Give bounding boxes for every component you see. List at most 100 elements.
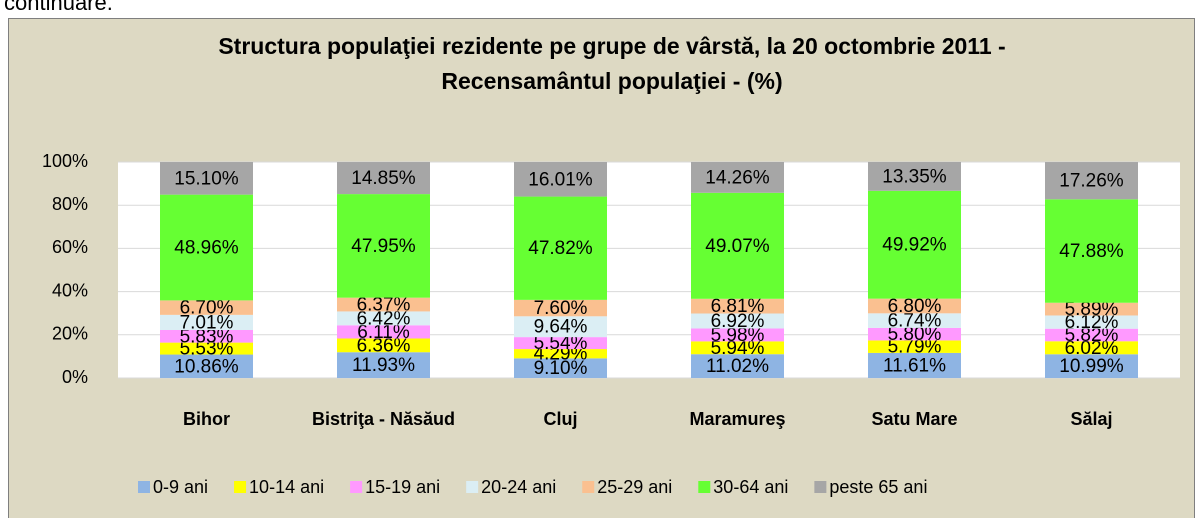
bar-segment: [160, 194, 253, 301]
data-label: 10.99%: [1059, 356, 1124, 377]
data-label: 6.80%: [888, 296, 942, 317]
bar-segment: [868, 161, 961, 191]
bar-segment: [1045, 341, 1138, 355]
bar-segment: [514, 162, 607, 197]
legend-label: 20-24 ani: [481, 477, 556, 497]
bar-segment: [868, 313, 961, 328]
legend-swatch: [138, 481, 150, 493]
bar-segment: [1045, 328, 1138, 342]
bar-segment: [160, 314, 253, 331]
data-label: 5.98%: [711, 325, 765, 346]
data-label: 9.10%: [534, 358, 588, 379]
legend-label: 10-14 ani: [249, 477, 324, 497]
x-tick-label: Satu Mare: [871, 409, 957, 429]
data-label: 9.64%: [534, 317, 588, 338]
bar-segment: [514, 358, 607, 378]
bar-segment: [691, 341, 784, 355]
bar-segment: [514, 299, 607, 317]
y-tick-label: 0%: [62, 367, 88, 387]
data-label: 5.89%: [1065, 299, 1119, 320]
data-label: 49.92%: [882, 235, 947, 256]
data-label: 5.53%: [180, 339, 234, 360]
bar-segment: [337, 297, 430, 312]
x-tick-label: Cluj: [544, 409, 578, 429]
bar-segment: [514, 316, 607, 338]
bar-segment: [514, 349, 607, 359]
bar-segment: [160, 342, 253, 355]
bar-segment: [337, 162, 430, 195]
bar-segment: [868, 298, 961, 314]
y-tick-label: 20%: [52, 324, 88, 344]
data-label: 11.61%: [883, 355, 946, 376]
data-label: 7.60%: [534, 298, 588, 319]
data-label: 47.95%: [351, 236, 416, 257]
caption: continuare.: [4, 0, 113, 15]
legend-swatch: [582, 481, 595, 493]
legend-swatch: [234, 481, 247, 493]
data-label: 6.37%: [357, 295, 411, 316]
y-tick-label: 80%: [52, 194, 88, 214]
bar-segment: [337, 352, 430, 378]
y-tick-label: 40%: [52, 280, 88, 300]
bar-segment: [691, 313, 784, 329]
data-label: 13.35%: [882, 166, 947, 187]
bar-segment: [160, 354, 253, 378]
data-label: 6.42%: [357, 308, 411, 329]
bar-segment: [868, 327, 961, 341]
bar-segment: [1045, 162, 1138, 200]
bar-segment: [868, 352, 961, 378]
bar-segment: [691, 162, 784, 193]
data-label: 5.83%: [180, 326, 234, 347]
y-tick-label: 60%: [52, 237, 88, 257]
bar-segment: [868, 190, 961, 299]
legend-label: 15-19 ani: [365, 477, 440, 497]
bar-segment: [691, 192, 784, 299]
data-label: 5.80%: [888, 324, 942, 345]
legend-label: 25-29 ani: [597, 477, 672, 497]
y-tick-label: 100%: [42, 151, 88, 171]
data-label: 49.07%: [705, 236, 770, 257]
data-label: 6.81%: [711, 296, 765, 317]
bar-segment: [691, 354, 784, 378]
data-label: 5.54%: [534, 333, 588, 354]
bar-segment: [1045, 199, 1138, 303]
x-tick-label: Maramureş: [689, 409, 785, 429]
data-label: 6.70%: [180, 298, 234, 319]
data-label: 6.74%: [888, 311, 942, 332]
chart-title: Recensamântul populaţiei - (%): [441, 68, 782, 94]
bar-segment: [160, 162, 253, 195]
bar-segment: [1045, 302, 1138, 316]
bar-segment: [1045, 315, 1138, 329]
bar-segment: [868, 340, 961, 353]
bar-segment: [160, 330, 253, 343]
data-label: 11.02%: [706, 356, 769, 377]
data-label: 11.93%: [352, 355, 415, 376]
bar-segment: [691, 328, 784, 342]
data-label: 7.01%: [180, 312, 234, 333]
bar-segment: [337, 311, 430, 326]
data-label: 5.94%: [711, 338, 765, 359]
legend-label: 30-64 ani: [713, 477, 788, 497]
bar-segment: [160, 300, 253, 315]
data-label: 6.11%: [357, 322, 410, 343]
bar-segment: [337, 325, 430, 339]
data-label: 15.10%: [174, 168, 239, 189]
data-label: 17.26%: [1059, 171, 1124, 192]
data-label: 6.12%: [1065, 312, 1119, 333]
data-label: 14.26%: [705, 167, 770, 188]
x-tick-label: Bihor: [183, 409, 230, 429]
legend-swatch: [698, 481, 711, 493]
data-label: 6.36%: [357, 335, 411, 356]
bar-segment: [514, 337, 607, 350]
data-label: 47.88%: [1059, 241, 1124, 262]
legend-swatch: [350, 481, 363, 493]
chart-title: Structura populaţiei rezidente pe grupe …: [218, 33, 1005, 59]
data-label: 6.92%: [711, 311, 765, 332]
data-label: 16.01%: [528, 169, 593, 190]
bar-segment: [337, 194, 430, 298]
data-label: 6.02%: [1065, 338, 1119, 359]
data-label: 10.86%: [174, 356, 239, 377]
data-label: 5.79%: [888, 337, 942, 358]
